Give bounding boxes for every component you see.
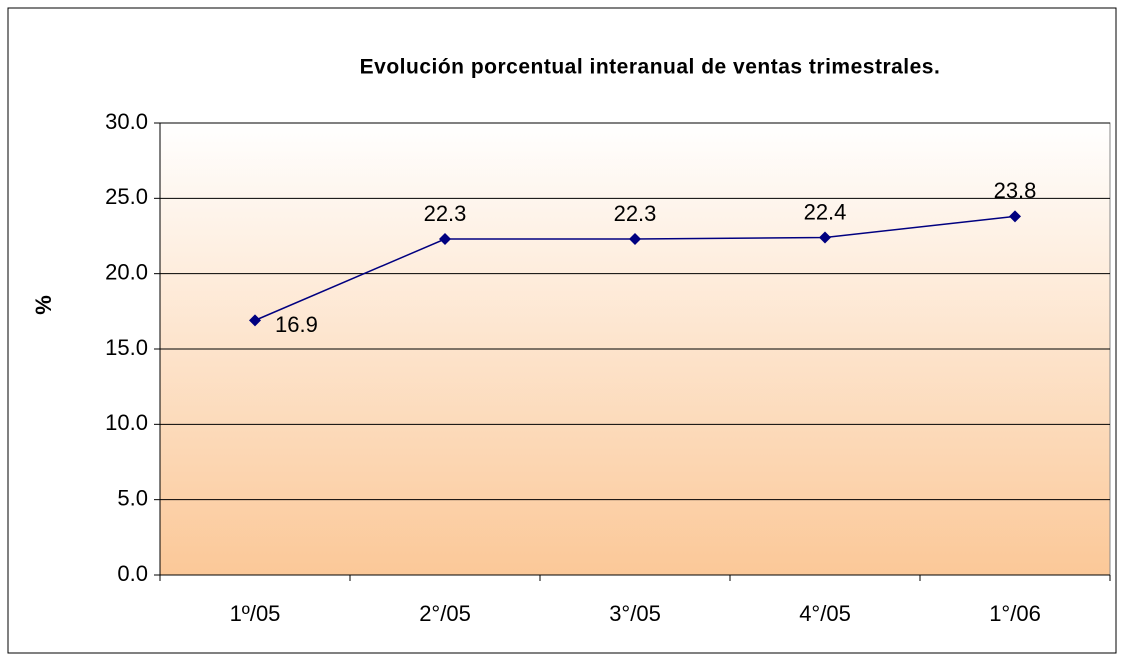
y-tick-label: 0.0 — [117, 561, 148, 586]
data-point — [629, 233, 641, 246]
y-tick-label: 10.0 — [105, 410, 148, 435]
data-label: 22.3 — [614, 201, 657, 226]
y-axis-label: % — [31, 295, 56, 315]
x-tick-label: 4°/05 — [799, 601, 851, 626]
chart-title: Evolución porcentual interanual de venta… — [360, 56, 941, 79]
y-tick-label: 25.0 — [105, 184, 148, 209]
data-point — [439, 233, 451, 246]
data-point — [1009, 210, 1021, 223]
data-label: 16.9 — [275, 312, 318, 337]
y-tick-label: 30.0 — [105, 109, 148, 134]
x-tick-label: 1º/05 — [230, 601, 281, 626]
data-point — [819, 231, 831, 244]
y-tick-label: 5.0 — [117, 485, 148, 510]
data-point — [249, 314, 261, 327]
data-label: 22.4 — [804, 199, 847, 224]
data-label: 22.3 — [424, 201, 467, 226]
data-label: 23.8 — [994, 178, 1037, 203]
x-tick-label: 2°/05 — [419, 601, 471, 626]
y-tick-label: 15.0 — [105, 335, 148, 360]
x-tick-label: 3°/05 — [609, 601, 661, 626]
x-tick-label: 1°/06 — [989, 601, 1041, 626]
y-tick-label: 20.0 — [105, 259, 148, 284]
